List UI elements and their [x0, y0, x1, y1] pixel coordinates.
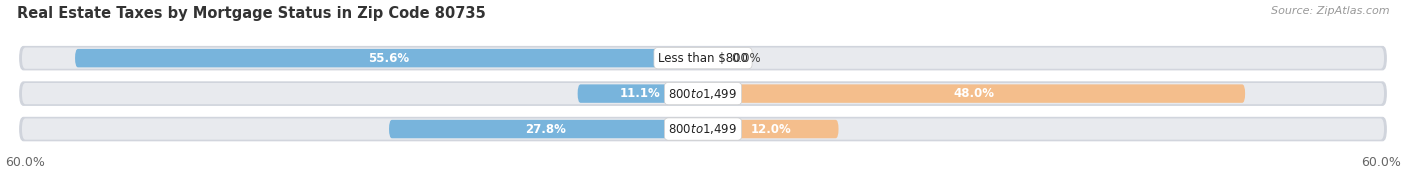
Text: 12.0%: 12.0% [751, 122, 792, 136]
FancyBboxPatch shape [578, 84, 703, 103]
FancyBboxPatch shape [22, 48, 1384, 69]
Text: $800 to $1,499: $800 to $1,499 [668, 87, 738, 101]
Text: 27.8%: 27.8% [526, 122, 567, 136]
FancyBboxPatch shape [22, 83, 1384, 104]
FancyBboxPatch shape [22, 118, 1384, 140]
Text: $800 to $1,499: $800 to $1,499 [668, 122, 738, 136]
Text: 11.1%: 11.1% [620, 87, 661, 100]
FancyBboxPatch shape [389, 120, 703, 138]
FancyBboxPatch shape [703, 84, 1246, 103]
FancyBboxPatch shape [20, 46, 1386, 70]
FancyBboxPatch shape [75, 49, 703, 67]
Text: 48.0%: 48.0% [953, 87, 994, 100]
Text: 55.6%: 55.6% [368, 52, 409, 65]
Text: Less than $800: Less than $800 [658, 52, 748, 65]
FancyBboxPatch shape [703, 120, 838, 138]
Text: 0.0%: 0.0% [731, 52, 761, 65]
FancyBboxPatch shape [20, 117, 1386, 141]
Text: Source: ZipAtlas.com: Source: ZipAtlas.com [1271, 6, 1389, 16]
Text: Real Estate Taxes by Mortgage Status in Zip Code 80735: Real Estate Taxes by Mortgage Status in … [17, 6, 485, 21]
FancyBboxPatch shape [20, 82, 1386, 105]
